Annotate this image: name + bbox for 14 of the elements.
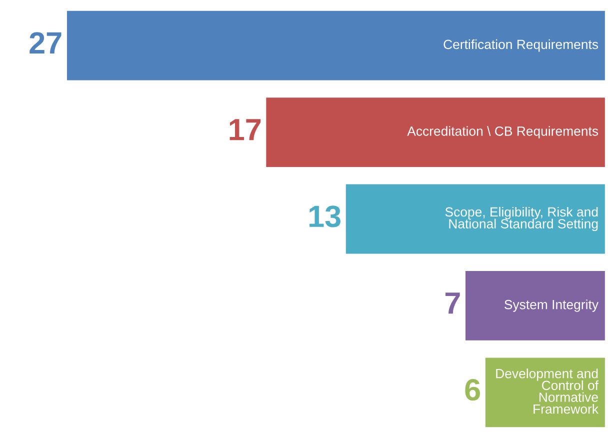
data-label: 13 — [310, 206, 340, 228]
y-tick-label: Scope, Eligibility, Risk and National Standard Setting — [445, 206, 598, 232]
bar — [465, 271, 605, 340]
bar — [346, 184, 605, 254]
bar — [66, 10, 605, 80]
data-label: 17 — [230, 119, 261, 140]
data-label: 7 — [445, 292, 460, 314]
y-tick-label: System Integrity — [504, 300, 598, 312]
y-tick-label: Development and Control of Normative Framework — [496, 368, 599, 414]
data-label: 6 — [465, 379, 480, 401]
bar — [266, 98, 605, 167]
y-tick-label: Accreditation \ CB Requirements — [407, 126, 598, 138]
data-label: 27 — [30, 32, 62, 54]
y-tick-label: Certification Requirements — [444, 39, 598, 52]
